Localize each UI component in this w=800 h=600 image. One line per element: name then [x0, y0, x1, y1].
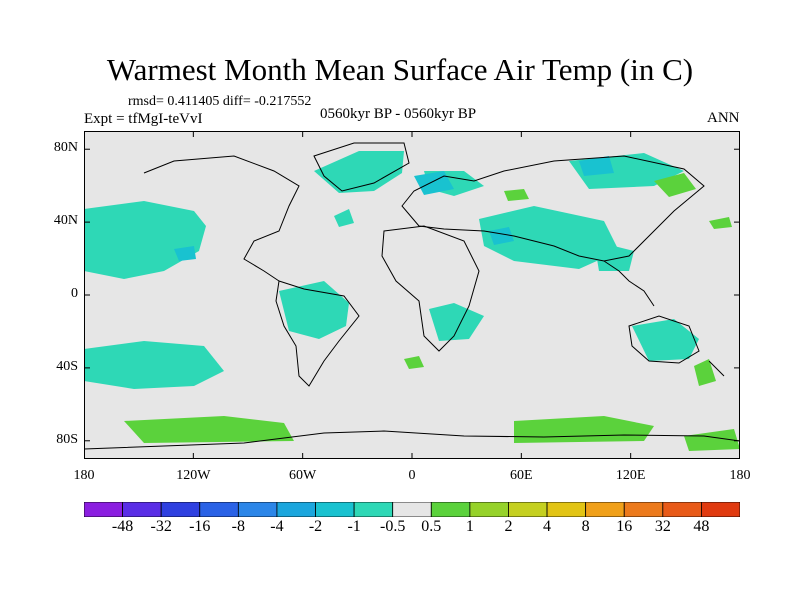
colorbar-box [585, 502, 625, 517]
colorbar-label: 32 [654, 518, 671, 535]
colorbar-label: 2 [504, 518, 513, 535]
colorbar-label: -1 [347, 518, 361, 535]
axis-ticks [84, 131, 740, 459]
coastlines [84, 142, 740, 450]
colorbar-box [353, 502, 394, 517]
colorbar-label: -8 [231, 518, 245, 535]
warm-anomaly-patches [124, 173, 740, 451]
lat-label: 40S [56, 358, 78, 374]
colorbar-label: 1 [465, 518, 474, 535]
lon-label: 0 [408, 468, 416, 483]
lat-label: 40N [53, 213, 78, 229]
colorbar-box [701, 502, 740, 517]
colorbar-box [122, 502, 162, 517]
map-title: Warmest Month Mean Surface Air Temp (in … [106, 52, 694, 87]
colorbar-box [199, 502, 239, 517]
lon-label: 180 [73, 468, 95, 483]
colorbar-box [84, 502, 123, 517]
colorbar-label: 16 [616, 518, 633, 535]
colorbar-box [315, 502, 355, 517]
colorbar-label: -32 [150, 518, 172, 535]
colorbar-label: -2 [308, 518, 323, 535]
lat-label: 80S [56, 431, 78, 447]
colorbar-box [430, 502, 471, 517]
colorbar-box [160, 502, 201, 517]
colorbar-label: 0.5 [421, 518, 442, 535]
colorbar-box [276, 502, 316, 517]
world-anomaly-map [84, 131, 740, 459]
lon-label: 120W [176, 468, 211, 483]
colorbar-box [623, 502, 664, 517]
experiment-label: Expt = tfMgI-teVvI [84, 111, 203, 127]
lat-label: 0 [71, 286, 78, 301]
colorbar-box [508, 502, 548, 517]
colorbar-box [237, 502, 278, 517]
colorbar-box [662, 502, 702, 517]
colorbar-label: -48 [111, 518, 134, 535]
colorbar-label: 48 [693, 518, 710, 535]
lon-label: 60W [289, 468, 317, 483]
lon-label: 120E [615, 468, 646, 483]
colorbar-label: -16 [189, 518, 211, 535]
period-label: 0560kyr BP - 0560kyr BP [320, 106, 477, 122]
colorbar-label: -4 [270, 518, 284, 535]
lon-label: 60E [510, 468, 533, 483]
colorbar-label: 4 [543, 518, 552, 535]
lon-label: 180 [729, 468, 751, 483]
cool-strong-patches [174, 156, 614, 261]
lat-label: 80N [53, 140, 78, 156]
colorbar-box [392, 502, 432, 517]
colorbar-box [469, 502, 509, 517]
stats-text: rmsd= 0.411405 diff= -0.217552 [128, 94, 312, 109]
colorbar-label: 8 [581, 518, 590, 535]
season-label: ANN [707, 110, 740, 126]
colorbar-label: -0.5 [380, 518, 406, 535]
colorbar-box [546, 502, 587, 517]
colorbar [84, 502, 740, 517]
